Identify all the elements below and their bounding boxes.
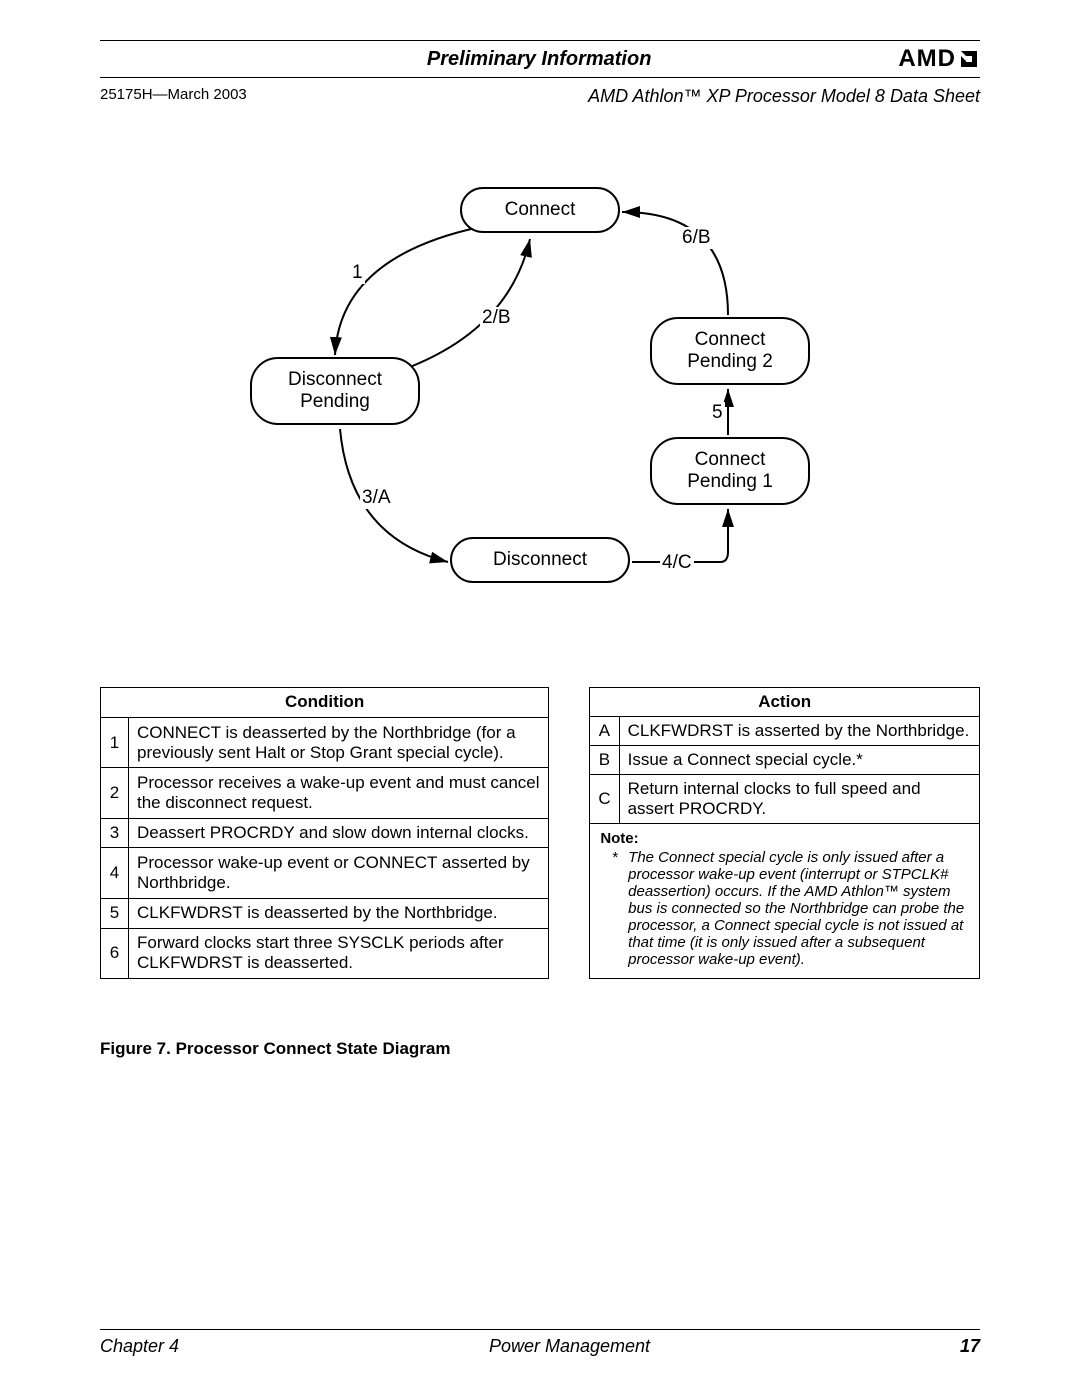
edge-label-2b: 2/B	[480, 307, 513, 329]
footer-chapter: Chapter 4	[100, 1336, 179, 1357]
state-connect: Connect	[460, 187, 620, 233]
cond-text: CONNECT is deasserted by the Northbridge…	[129, 717, 549, 767]
table-row: BIssue a Connect special cycle.*	[590, 746, 980, 775]
note-text: The Connect special cycle is only issued…	[628, 849, 969, 968]
edge-label-6b: 6/B	[680, 227, 713, 249]
footer-page-number: 17	[960, 1336, 980, 1357]
action-header: Action	[590, 688, 980, 717]
figure-caption: Figure 7. Processor Connect State Diagra…	[100, 1039, 980, 1059]
note-star: *	[612, 849, 618, 968]
state-connect-pending-2: Connect Pending 2	[650, 317, 810, 385]
table-row: 3Deassert PROCRDY and slow down internal…	[101, 818, 549, 848]
state-diagram: Connect Disconnect Pending Disconnect Co…	[180, 187, 900, 657]
state-disconnect-pending: Disconnect Pending	[250, 357, 420, 425]
act-num: A	[590, 717, 619, 746]
doc-title: AMD Athlon™ XP Processor Model 8 Data Sh…	[588, 86, 980, 107]
header-rule-bottom	[100, 77, 980, 78]
cond-text: Processor receives a wake-up event and m…	[129, 768, 549, 818]
act-text: Return internal clocks to full speed and…	[619, 775, 979, 824]
page-footer: Chapter 4 Power Management 17	[100, 1329, 980, 1357]
cond-num: 3	[101, 818, 129, 848]
act-num: B	[590, 746, 619, 775]
condition-table: Condition 1CONNECT is deasserted by the …	[100, 687, 549, 979]
table-row: 2Processor receives a wake-up event and …	[101, 768, 549, 818]
note-label: Note:	[600, 830, 969, 847]
preliminary-title: Preliminary Information	[180, 48, 898, 71]
amd-logo-text: AMD	[898, 45, 956, 73]
action-table-wrapper: Action ACLKFWDRST is asserted by the Nor…	[589, 687, 980, 979]
edge-label-3a: 3/A	[360, 487, 393, 509]
cond-text: CLKFWDRST is deasserted by the Northbrid…	[129, 898, 549, 928]
table-row: CReturn internal clocks to full speed an…	[590, 775, 980, 824]
tables-row: Condition 1CONNECT is deasserted by the …	[100, 687, 980, 979]
state-disconnect: Disconnect	[450, 537, 630, 583]
act-num: C	[590, 775, 619, 824]
cond-num: 2	[101, 768, 129, 818]
act-text: CLKFWDRST is asserted by the Northbridge…	[619, 717, 979, 746]
doc-id: 25175H—March 2003	[100, 86, 247, 107]
subheader-row: 25175H—March 2003 AMD Athlon™ XP Process…	[100, 86, 980, 107]
cond-text: Processor wake-up event or CONNECT asser…	[129, 848, 549, 898]
cond-num: 5	[101, 898, 129, 928]
note-box: Note: * The Connect special cycle is onl…	[589, 824, 980, 979]
header-row: Preliminary Information AMD	[100, 45, 980, 73]
amd-logo: AMD	[898, 45, 980, 73]
amd-arrow-icon	[958, 48, 980, 70]
table-row: ACLKFWDRST is asserted by the Northbridg…	[590, 717, 980, 746]
cond-text: Deassert PROCRDY and slow down internal …	[129, 818, 549, 848]
action-table: Action ACLKFWDRST is asserted by the Nor…	[589, 687, 980, 824]
state-connect-pending-1: Connect Pending 1	[650, 437, 810, 505]
table-row: 1CONNECT is deasserted by the Northbridg…	[101, 717, 549, 767]
cond-num: 1	[101, 717, 129, 767]
table-row: 4Processor wake-up event or CONNECT asse…	[101, 848, 549, 898]
edge-label-1: 1	[350, 262, 365, 284]
footer-rule	[100, 1329, 980, 1330]
cond-text: Forward clocks start three SYSCLK period…	[129, 928, 549, 978]
edge-label-4c: 4/C	[660, 552, 694, 574]
table-row: 5CLKFWDRST is deasserted by the Northbri…	[101, 898, 549, 928]
footer-section: Power Management	[489, 1336, 650, 1357]
table-row: 6Forward clocks start three SYSCLK perio…	[101, 928, 549, 978]
act-text: Issue a Connect special cycle.*	[619, 746, 979, 775]
condition-header: Condition	[101, 688, 549, 718]
cond-num: 4	[101, 848, 129, 898]
edge-label-5: 5	[710, 402, 725, 424]
header-rule-top	[100, 40, 980, 41]
cond-num: 6	[101, 928, 129, 978]
